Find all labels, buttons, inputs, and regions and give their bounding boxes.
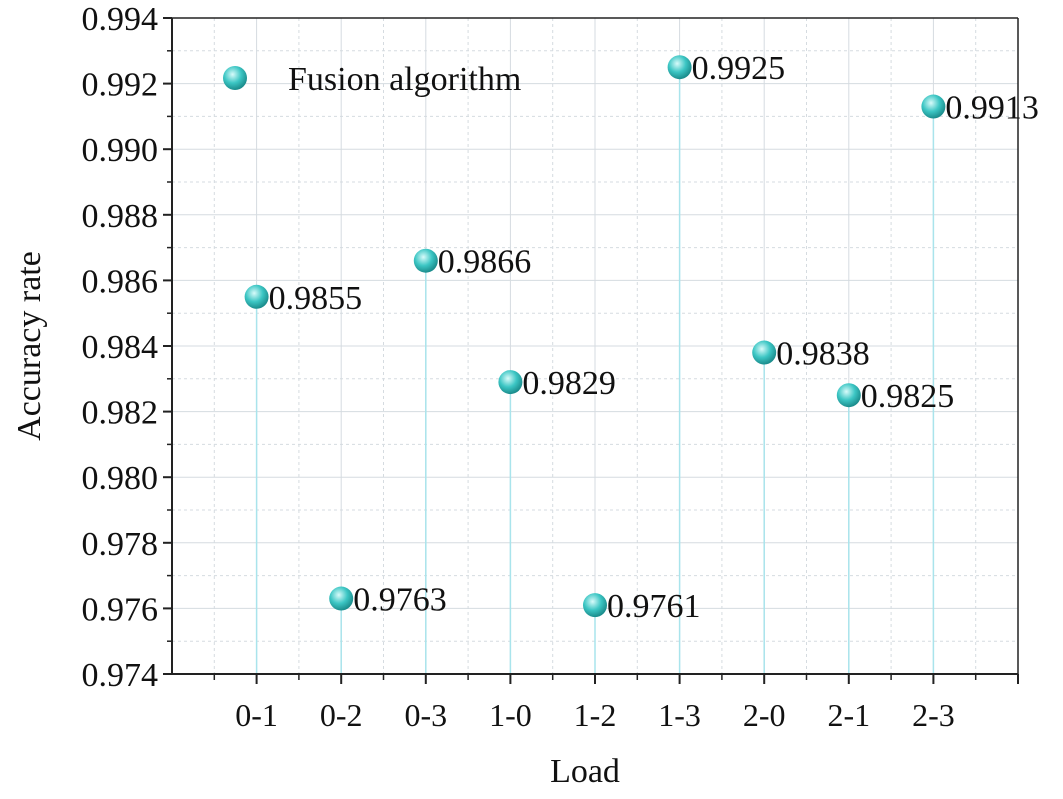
x-tick-label: 2-1 <box>827 697 870 733</box>
legend-marker <box>223 66 247 90</box>
data-label: 0.9761 <box>607 588 701 625</box>
data-label: 0.9825 <box>861 378 955 415</box>
legend-label: Fusion algorithm <box>288 61 521 98</box>
axes: 0.974 0.976 0.978 0.980 0.982 0.984 0.986 0.988… <box>82 1 1019 733</box>
data-label: 0.9925 <box>692 50 786 87</box>
y-tick-label: 0.980 <box>82 460 159 497</box>
x-tick-label: 2-3 <box>912 697 955 733</box>
data-point <box>583 593 607 618</box>
x-tick-label: 1-0 <box>489 697 532 733</box>
x-tick-label: 0-3 <box>404 697 447 733</box>
data-label: 0.9838 <box>776 336 870 373</box>
y-tick-label: 0.978 <box>82 526 159 563</box>
y-axis-label: Accuracy rate <box>11 251 48 441</box>
drop-lines <box>255 67 935 674</box>
grid <box>172 17 1018 674</box>
x-tick-label: 0-2 <box>320 697 363 733</box>
y-tick-label: 0.984 <box>82 329 159 366</box>
data-point <box>244 284 269 309</box>
data-point <box>667 55 692 80</box>
data-label: 0.9866 <box>438 244 532 281</box>
x-tick-label: 1-3 <box>658 697 701 733</box>
data-point <box>836 383 861 408</box>
y-tick-label: 0.974 <box>82 657 159 694</box>
data-label: 0.9829 <box>522 365 616 402</box>
data-point <box>752 340 777 365</box>
y-tick-label: 0.976 <box>82 591 159 628</box>
y-tick-label: 0.992 <box>82 67 159 104</box>
data-label: 0.9913 <box>945 90 1039 127</box>
data-point <box>498 370 523 395</box>
x-tick-label: 0-1 <box>235 697 278 733</box>
data-labels: 0.9855 0.9763 0.9866 0.9829 0.9761 0.9925 0.98… <box>269 50 1039 625</box>
data-point <box>329 586 354 611</box>
data-label: 0.9855 <box>269 280 363 317</box>
y-tick-label: 0.990 <box>82 132 159 169</box>
legend: Fusion algorithm <box>223 61 521 98</box>
x-tick-label: 1-2 <box>574 697 617 733</box>
data-label: 0.9763 <box>353 582 447 619</box>
x-axis-label: Load <box>550 753 620 790</box>
markers <box>244 55 946 618</box>
y-tick-label: 0.994 <box>82 1 159 38</box>
data-point <box>921 94 946 119</box>
y-tick-label: 0.988 <box>82 198 159 235</box>
y-tick-label: 0.986 <box>82 263 159 300</box>
x-tick-label: 2-0 <box>743 697 786 733</box>
y-tick-label: 0.982 <box>82 395 159 432</box>
data-point <box>413 248 438 273</box>
